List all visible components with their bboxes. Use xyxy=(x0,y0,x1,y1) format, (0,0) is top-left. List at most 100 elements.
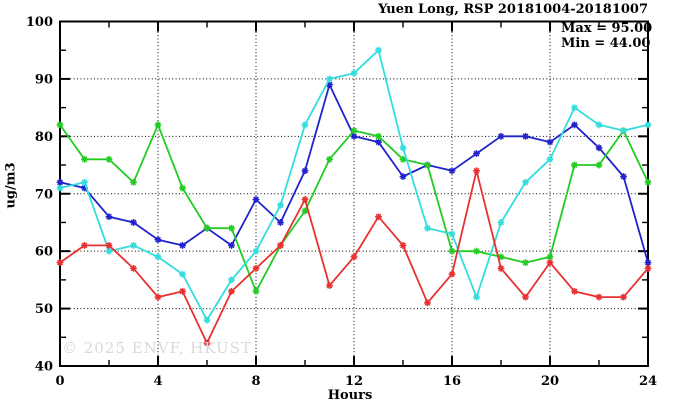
data-marker-blue xyxy=(595,144,603,152)
y-tick-label: 50 xyxy=(35,302,53,317)
data-marker-red xyxy=(375,213,382,221)
data-marker-red xyxy=(56,259,64,267)
max-min-box: Max = 95.00 Min = 44.00 xyxy=(561,21,652,51)
data-marker-red xyxy=(326,282,333,290)
y-tick-label: 40 xyxy=(35,360,53,375)
data-marker-blue xyxy=(620,173,627,180)
y-tick-label: 60 xyxy=(35,245,53,260)
y-tick-label: 90 xyxy=(35,72,53,87)
data-marker-blue xyxy=(375,138,382,146)
data-marker-blue xyxy=(228,242,235,249)
data-marker-green xyxy=(350,127,358,134)
data-marker-green xyxy=(644,178,652,186)
x-tick-label: 8 xyxy=(251,374,260,389)
data-marker-green xyxy=(179,184,186,192)
data-marker-red xyxy=(154,293,162,301)
data-marker-cyan xyxy=(252,247,260,255)
data-marker-green xyxy=(252,287,260,295)
x-tick-label: 24 xyxy=(639,374,657,389)
data-marker-blue xyxy=(326,81,333,89)
data-marker-red xyxy=(497,264,505,272)
data-marker-green xyxy=(228,224,235,232)
data-marker-green xyxy=(497,253,505,261)
x-tick-label: 4 xyxy=(153,374,162,389)
y-axis-label: ug/m3 xyxy=(3,162,19,209)
data-marker-cyan xyxy=(546,155,554,163)
data-marker-red xyxy=(571,287,578,295)
data-marker-red xyxy=(595,293,603,301)
data-marker-cyan xyxy=(644,121,652,129)
data-marker-red xyxy=(203,339,211,347)
data-marker-green xyxy=(105,155,113,163)
data-marker-cyan xyxy=(179,270,186,278)
data-marker-blue xyxy=(522,132,529,140)
x-tick-label: 0 xyxy=(55,374,64,389)
data-marker-cyan xyxy=(375,46,382,54)
data-marker-cyan xyxy=(228,276,235,284)
data-marker-cyan xyxy=(620,127,627,134)
data-marker-green xyxy=(448,247,456,255)
data-marker-red xyxy=(644,264,652,272)
data-marker-cyan xyxy=(522,178,529,186)
data-marker-green xyxy=(301,207,309,215)
data-marker-cyan xyxy=(56,184,64,192)
watermark: © 2025 ENVF, HKUST xyxy=(62,339,252,357)
max-value-label: Max = 95.00 xyxy=(561,21,653,36)
data-marker-blue xyxy=(473,150,480,157)
data-marker-red xyxy=(473,167,480,175)
data-marker-blue xyxy=(252,196,260,203)
data-marker-cyan xyxy=(203,316,211,324)
min-value-label: Min = 44.00 xyxy=(561,36,651,51)
data-marker-blue xyxy=(571,121,578,129)
data-marker-cyan xyxy=(130,242,137,249)
data-marker-cyan xyxy=(399,144,407,152)
data-marker-blue xyxy=(105,213,113,221)
data-marker-cyan xyxy=(277,201,284,209)
data-marker-green xyxy=(375,132,382,140)
chart-title: Yuen Long, RSP 20181004-20181007 xyxy=(378,2,648,17)
data-marker-cyan xyxy=(326,75,333,83)
data-marker-green xyxy=(473,247,480,255)
data-marker-cyan xyxy=(350,69,358,77)
data-marker-blue xyxy=(179,242,186,249)
data-marker-cyan xyxy=(301,121,309,129)
data-marker-blue xyxy=(497,132,505,140)
data-marker-blue xyxy=(350,132,358,140)
data-marker-cyan xyxy=(105,247,113,255)
data-marker-red xyxy=(424,299,431,307)
data-marker-red xyxy=(81,242,88,249)
data-marker-green xyxy=(424,161,431,169)
x-tick-label: 20 xyxy=(541,374,559,389)
data-marker-blue xyxy=(301,167,309,175)
data-marker-red xyxy=(399,242,407,249)
data-marker-green xyxy=(571,161,578,169)
data-marker-red xyxy=(522,293,529,301)
data-marker-red xyxy=(105,242,113,249)
data-marker-blue xyxy=(130,219,137,226)
data-marker-green xyxy=(595,161,603,169)
data-marker-blue xyxy=(154,236,162,244)
data-marker-red xyxy=(252,264,260,272)
data-marker-green xyxy=(326,155,333,163)
data-marker-cyan xyxy=(473,293,480,301)
data-marker-green xyxy=(522,259,529,267)
data-marker-red xyxy=(448,270,456,278)
data-marker-red xyxy=(301,196,309,203)
data-marker-blue xyxy=(56,178,64,186)
data-marker-green xyxy=(154,121,162,129)
data-marker-blue xyxy=(546,138,554,146)
data-marker-green xyxy=(56,121,64,129)
data-marker-blue xyxy=(81,184,88,192)
plot-border xyxy=(59,20,649,367)
x-tick-label: 16 xyxy=(443,374,461,389)
data-marker-red xyxy=(228,287,235,295)
data-marker-cyan xyxy=(424,224,431,232)
data-marker-blue xyxy=(448,167,456,175)
data-marker-cyan xyxy=(595,121,603,129)
data-marker-blue xyxy=(644,259,652,267)
data-marker-blue xyxy=(399,173,407,180)
y-tick-label: 80 xyxy=(35,130,53,145)
data-marker-cyan xyxy=(81,178,88,186)
